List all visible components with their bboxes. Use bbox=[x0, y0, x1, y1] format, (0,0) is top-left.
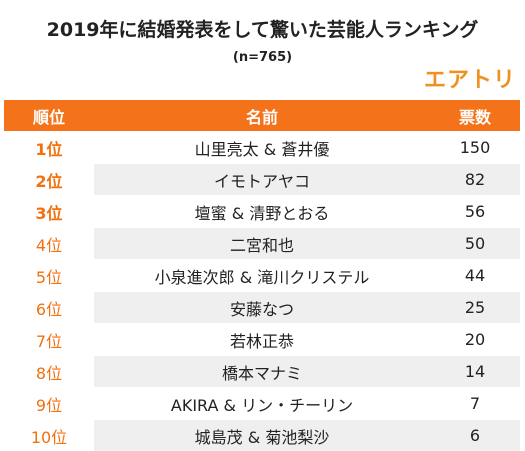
rank-cell: 5位 bbox=[35, 267, 63, 287]
votes-cell: 50 bbox=[430, 228, 520, 259]
table-body: 1位 山里亮太 & 蒼井優 150 2位 イモトアヤコ 82 3位 壇蜜 & 清野とおる 56 4… bbox=[4, 132, 520, 451]
header-rank: 順位 bbox=[32, 107, 65, 127]
table-row: 6位 安藤なつ 25 bbox=[4, 292, 520, 323]
name-cell: AKIRA & リン・チーリン bbox=[170, 395, 354, 415]
rank-cell: 1位 bbox=[35, 139, 63, 159]
rank-cell: 10位 bbox=[30, 427, 68, 447]
rank-cell: 7位 bbox=[35, 331, 63, 351]
votes-cell: 82 bbox=[430, 164, 520, 195]
rank-cell: 8位 bbox=[35, 363, 63, 383]
votes-cell: 56 bbox=[464, 202, 486, 221]
table-row: 5位 小泉進次郎 & 滝川クリステル 44 bbox=[4, 260, 520, 291]
table-row: 8位 橋本マナミ 14 bbox=[4, 356, 520, 387]
table-row: 2位 イモトアヤコ 82 bbox=[4, 164, 520, 195]
table-row: 7位 若林正恭 20 bbox=[4, 324, 520, 355]
ranking-table: 順位 名前 票数 1位 山里亮太 & 蒼井優 150 2位 イモトアヤコ 82 3位 壇蜜 &… bbox=[4, 100, 520, 451]
name-cell: 小泉進次郎 & 滝川クリステル bbox=[154, 267, 370, 287]
name-cell: 若林正恭 bbox=[229, 331, 294, 351]
brand-logo: エアトリ bbox=[424, 68, 517, 93]
votes-cell: 7 bbox=[469, 394, 481, 413]
name-cell: 山里亮太 & 蒼井優 bbox=[194, 139, 330, 159]
rank-cell: 9位 bbox=[35, 395, 63, 415]
name-cell: 二宮和也 bbox=[94, 228, 430, 259]
table-row: 3位 壇蜜 & 清野とおる 56 bbox=[4, 196, 520, 227]
table-row: 4位 二宮和也 50 bbox=[4, 228, 520, 259]
rank-cell: 2位 bbox=[35, 171, 63, 191]
table-header: 順位 名前 票数 bbox=[4, 100, 520, 131]
name-cell: 橋本マナミ bbox=[94, 356, 430, 387]
name-cell: 安藤なつ bbox=[94, 292, 430, 323]
name-cell: 壇蜜 & 清野とおる bbox=[194, 203, 330, 223]
table-row: 9位 AKIRA & リン・チーリン 7 bbox=[4, 388, 520, 419]
votes-cell: 150 bbox=[459, 138, 491, 157]
votes-cell: 44 bbox=[464, 266, 486, 285]
name-cell: イモトアヤコ bbox=[94, 164, 430, 195]
header-votes: 票数 bbox=[458, 107, 491, 127]
name-cell: 城島茂 & 菊池梨沙 bbox=[94, 420, 430, 451]
rank-cell: 6位 bbox=[35, 299, 63, 319]
table-row: 1位 山里亮太 & 蒼井優 150 bbox=[4, 132, 520, 163]
table-row: 10位 城島茂 & 菊池梨沙 6 bbox=[4, 420, 520, 451]
votes-cell: 6 bbox=[430, 420, 520, 451]
header-name: 名前 bbox=[245, 107, 278, 127]
chart-title: 2019年に結婚発表をして驚いた芸能人ランキング bbox=[46, 19, 479, 41]
chart-subtitle: (n=765) bbox=[232, 50, 293, 65]
votes-cell: 25 bbox=[430, 292, 520, 323]
votes-cell: 20 bbox=[464, 330, 486, 349]
rank-cell: 3位 bbox=[35, 203, 63, 223]
rank-cell: 4位 bbox=[35, 235, 63, 255]
votes-cell: 14 bbox=[430, 356, 520, 387]
